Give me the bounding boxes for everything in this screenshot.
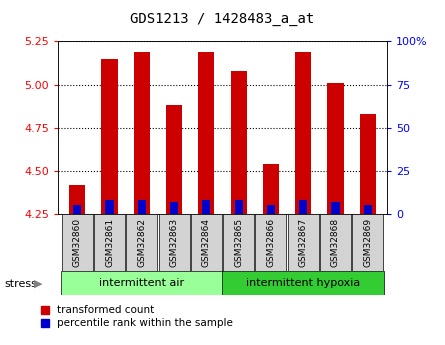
Text: ▶: ▶ [34, 279, 42, 288]
Bar [255, 214, 287, 271]
Bar [263, 164, 279, 214]
Text: GSM32864: GSM32864 [202, 218, 211, 267]
Bar [138, 200, 146, 214]
Legend: transformed count, percentile rank within the sample: transformed count, percentile rank withi… [41, 305, 233, 328]
Bar [202, 200, 210, 214]
Bar [328, 83, 344, 214]
Bar [73, 205, 81, 214]
Bar [288, 214, 319, 271]
Bar [61, 271, 222, 295]
Text: GSM32862: GSM32862 [138, 218, 146, 267]
Text: stress: stress [4, 279, 37, 288]
Bar [101, 59, 117, 214]
Bar [62, 214, 93, 271]
Text: GSM32860: GSM32860 [73, 218, 82, 267]
Bar [69, 185, 85, 214]
Bar [105, 200, 113, 214]
Bar [223, 214, 254, 271]
Bar [94, 214, 125, 271]
Bar [235, 200, 243, 214]
Bar [320, 214, 351, 271]
Text: intermittent hypoxia: intermittent hypoxia [246, 278, 360, 288]
Bar [295, 52, 312, 214]
Bar [352, 214, 383, 271]
Bar [332, 202, 340, 214]
Bar [222, 271, 384, 295]
Bar [158, 214, 190, 271]
Text: GSM32867: GSM32867 [299, 218, 307, 267]
Bar [231, 71, 247, 214]
Bar [299, 200, 307, 214]
Text: GSM32866: GSM32866 [267, 218, 275, 267]
Bar [360, 114, 376, 214]
Text: GSM32861: GSM32861 [105, 218, 114, 267]
Text: GSM32869: GSM32869 [363, 218, 372, 267]
Text: GSM32868: GSM32868 [331, 218, 340, 267]
Bar [198, 52, 214, 214]
Bar [170, 202, 178, 214]
Bar [134, 52, 150, 214]
Text: intermittent air: intermittent air [99, 278, 184, 288]
Text: GSM32863: GSM32863 [170, 218, 178, 267]
Bar [364, 205, 372, 214]
Bar [126, 214, 157, 271]
Bar [267, 205, 275, 214]
Text: GSM32865: GSM32865 [234, 218, 243, 267]
Bar [191, 214, 222, 271]
Bar [166, 105, 182, 214]
Text: GDS1213 / 1428483_a_at: GDS1213 / 1428483_a_at [130, 12, 315, 26]
